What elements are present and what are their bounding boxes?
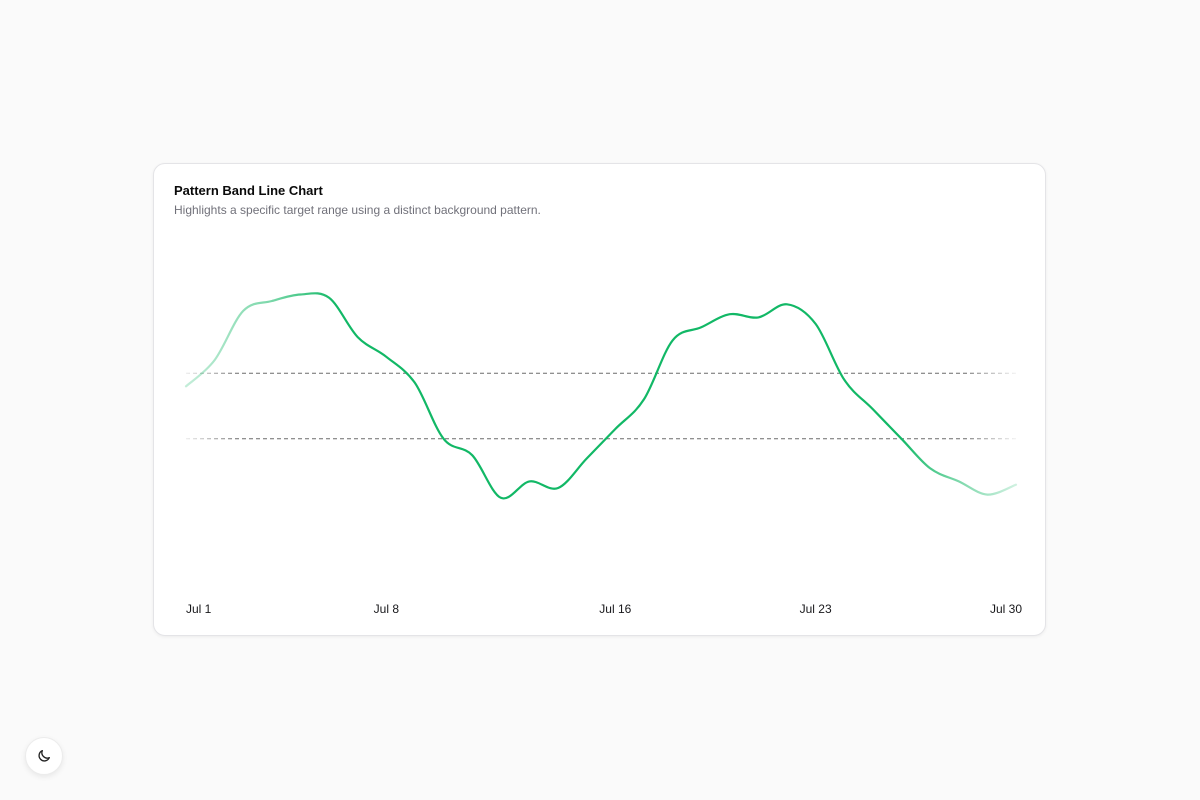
x-tick-label: Jul 23: [800, 602, 832, 616]
series-line-0: [184, 292, 1018, 500]
x-tick-label: Jul 30: [990, 602, 1022, 616]
theme-toggle-button[interactable]: [25, 737, 63, 775]
chart-subtitle: Highlights a specific target range using…: [174, 203, 541, 217]
x-tick-label: Jul 1: [186, 602, 212, 616]
chart-title: Pattern Band Line Chart: [174, 183, 323, 198]
moon-icon: [38, 750, 50, 762]
chart-card: Pattern Band Line Chart Highlights a spe…: [153, 163, 1046, 636]
x-tick-label: Jul 16: [599, 602, 631, 616]
line-chart: Jul 1 Jul 8 Jul 16 Jul 23 Jul 30: [184, 292, 1022, 616]
x-tick-label: Jul 8: [374, 602, 400, 616]
